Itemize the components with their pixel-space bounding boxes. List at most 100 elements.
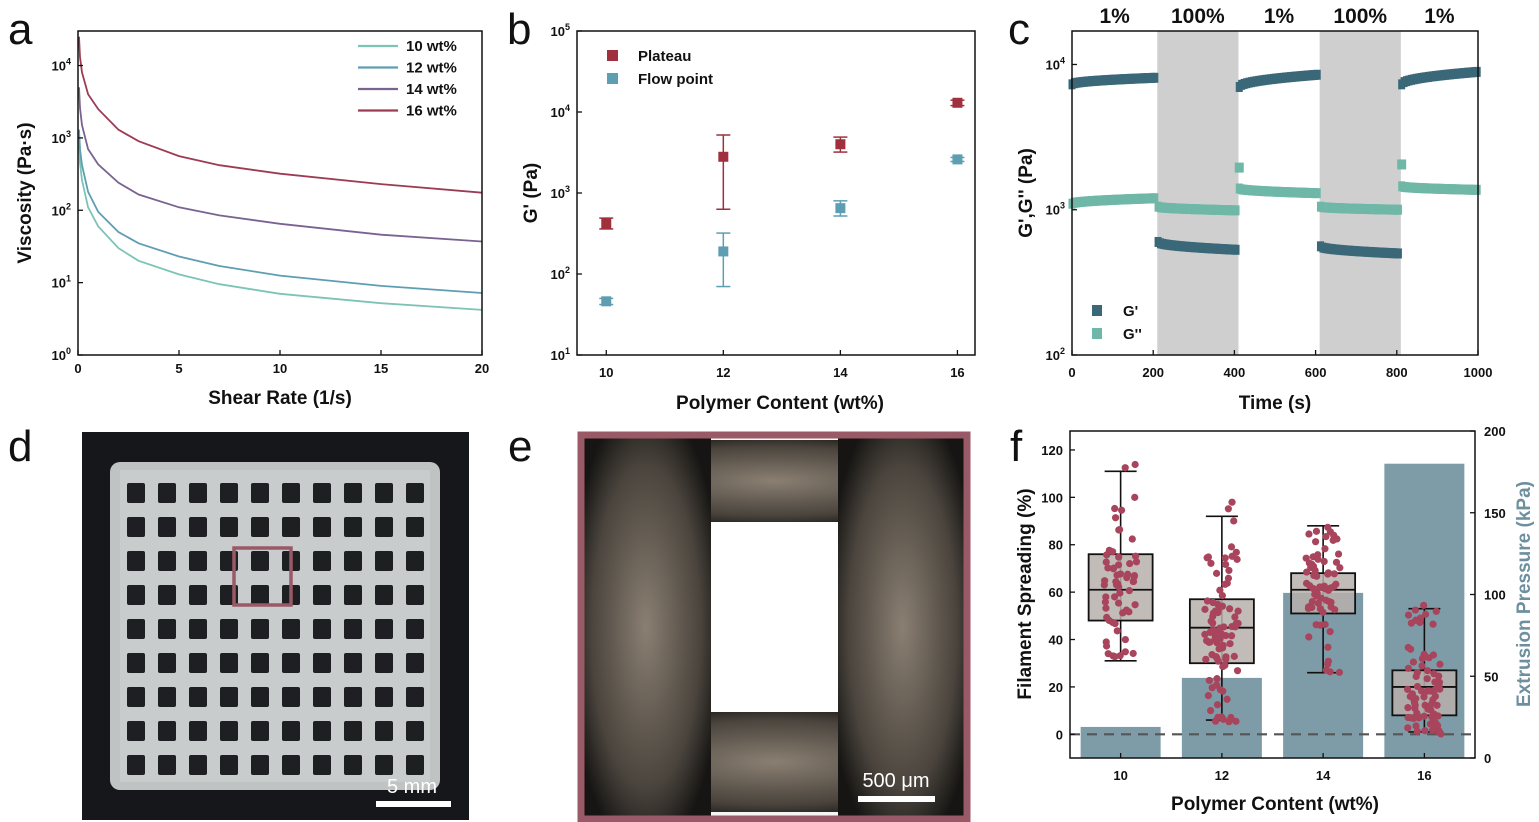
f-data-point [1316,621,1324,629]
c-y-tick-label: 104 [1046,55,1065,72]
c-y-axis-title: G',G'' (Pa) [1016,148,1037,238]
d-zoom-region-box [232,546,293,607]
f-data-point [1209,598,1217,607]
f-data-point [1429,726,1437,734]
f-data-point [1316,605,1324,613]
a-y-tick-label: 100 [52,346,71,363]
b-legend-label-1: Plateau [638,48,691,65]
panel-letter-e: e [508,422,532,471]
f-data-point [1425,654,1433,662]
b-marks [599,97,965,307]
f-data-point [1230,517,1238,525]
f-data-point [1124,570,1132,578]
c-phase-label-5: 1% [1424,5,1455,28]
f-data-point [1223,695,1231,703]
f-data-point [1104,564,1112,572]
f-data-point [1117,506,1126,514]
b-x-ticks: 10 12 14 16 [599,350,965,380]
f-y-tick-label: 60 [1049,585,1063,600]
c-x-axis-title: Time (s) [1239,393,1312,414]
f-data-point [1434,712,1442,720]
b-x-tick-label: 12 [716,365,730,380]
f-data-point [1102,642,1111,650]
b-legend-label-2: Flow point [638,71,713,88]
a-legend-label-3: 14 wt% [406,81,457,98]
f-data-point [1116,526,1124,534]
a-series-line-4 [78,36,483,194]
f-data-point [1234,619,1242,627]
f-y-axis-title: Filament Spreading (%) [1015,488,1036,699]
f-data-point [1217,713,1226,721]
f-data-point [1201,605,1209,613]
d-scale-bar-label: 5 mm [387,776,437,798]
b-y-tick-label: 102 [551,265,570,282]
a-y-tick-label: 103 [52,129,71,146]
f-data-point [1204,691,1212,700]
f-data-point [1326,628,1334,636]
f-y-tick-label: 40 [1049,633,1063,648]
f-data-point [1409,658,1418,666]
f-data-point [1420,712,1428,720]
f-data-point [1234,607,1242,615]
a-series-line-3 [78,87,483,243]
f-data-point [1232,548,1240,556]
f-data-point [1203,554,1211,562]
f-data-point [1203,597,1212,605]
panel-letter-d: d [8,422,32,471]
f-data-point [1224,505,1232,513]
a-y-axis-title: Viscosity (Pa·s) [15,122,36,263]
f-y-ticks-right: 0 50 100 150 200 [1470,424,1506,766]
a-x-tick-label: 20 [475,361,489,376]
f-data-point [1404,611,1413,619]
f-data-point [1324,523,1332,531]
c-phase-labels: 1% 100% 1% 100% 1% [1099,5,1454,28]
f-y-ticks: 0 20 40 60 80 100 120 [1041,443,1075,742]
f-data-point [1320,557,1328,566]
f-data-point [1209,619,1217,627]
f-x-tick-label: 12 [1215,768,1229,783]
f-data-point [1404,724,1412,732]
f-data-point [1116,570,1125,578]
f-data-point [1222,632,1230,640]
f-data-point [1114,599,1123,607]
f-data-point [1324,657,1332,665]
f-data-point [1216,635,1224,643]
b-point-plateau [601,218,612,229]
f-data-point [1322,533,1330,541]
f-data-point [1227,713,1235,722]
f-data-point [1121,648,1129,656]
f-data-point [1428,713,1436,721]
f-data-point [1105,616,1113,625]
a-x-tick-label: 10 [273,361,287,376]
b-legend-swatch-2 [607,73,618,84]
f-data-point [1115,553,1123,561]
f-data-point [1222,655,1230,663]
f-data-point [1412,616,1420,624]
f-data-point [1433,701,1441,709]
f-data-point [1226,640,1234,648]
f-data-point [1116,589,1124,597]
f-data-point [1404,664,1413,672]
c-y-tick-label: 102 [1046,346,1065,363]
f-data-point [1129,649,1137,658]
c-shaded-phases [1157,31,1401,355]
panel-b: b 10 12 14 16 101 102 103 104 105 Polymer Conte… [507,5,976,414]
f-data-point [1420,601,1428,609]
f-data-point [1420,693,1428,701]
f-data-point [1111,514,1120,522]
b-point-flow-point [952,154,963,165]
c-point-gprime [1232,244,1240,255]
f-data-point [1219,687,1227,695]
a-x-axis-title: Shear Rate (1/s) [208,388,352,409]
f-data-point [1336,564,1344,572]
f-data-point [1434,721,1442,730]
f-data-point [1202,655,1210,663]
f-data-point [1131,460,1139,469]
f-data-point [1316,583,1324,591]
a-y-tick-label: 102 [52,201,71,218]
f-data-point [1313,592,1321,600]
c-x-ticks: 0 200 400 600 800 1000 [1068,350,1492,380]
f-y-right-tick-label: 150 [1484,506,1506,521]
f-data-point [1228,498,1236,506]
f-data-point [1431,678,1439,686]
